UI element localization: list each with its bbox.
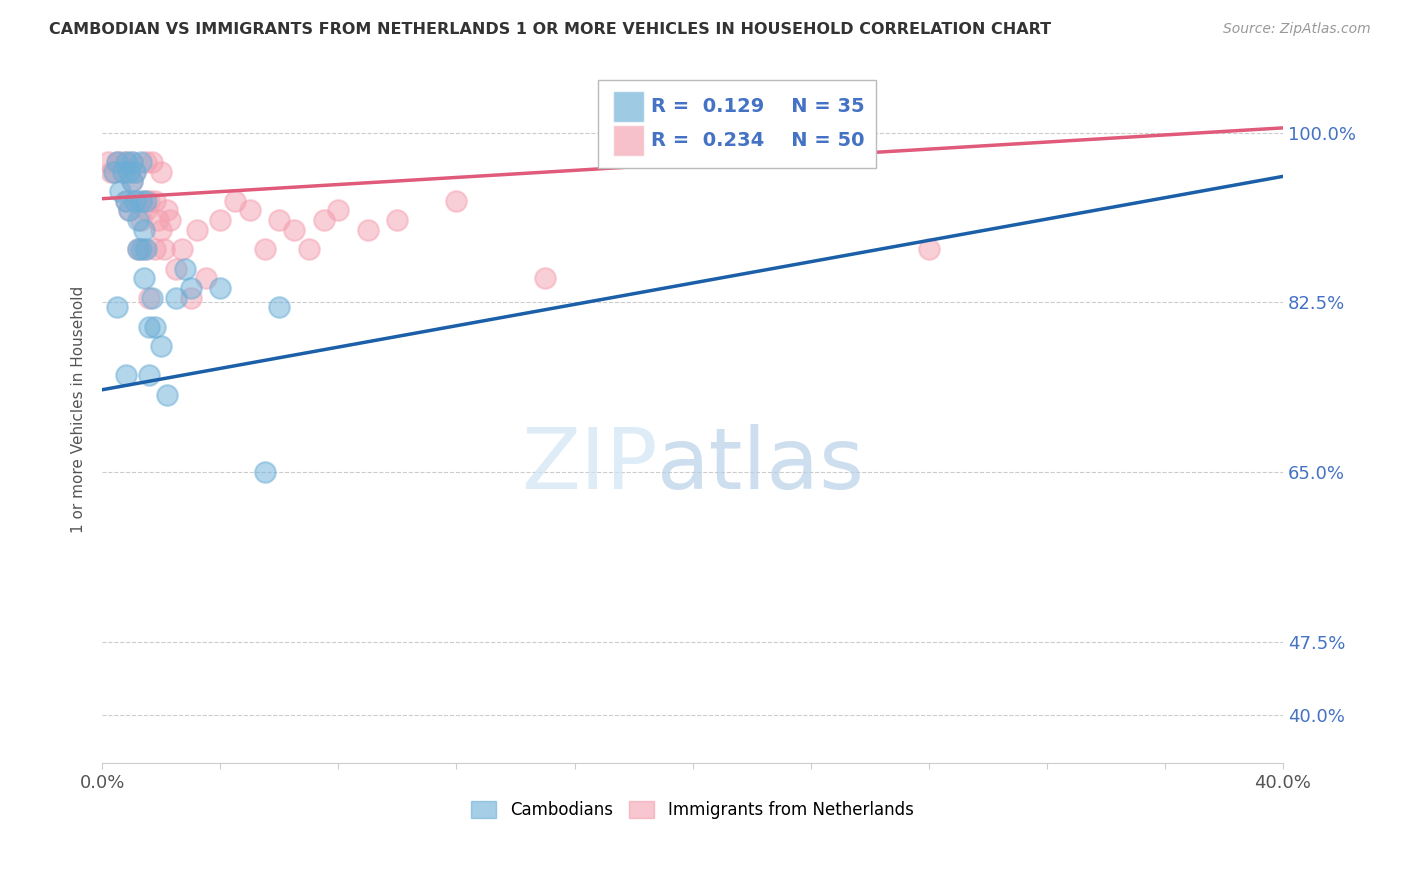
Legend: Cambodians, Immigrants from Netherlands: Cambodians, Immigrants from Netherlands	[465, 794, 921, 826]
Text: R =  0.234    N = 50: R = 0.234 N = 50	[651, 130, 865, 150]
Point	[132, 242, 155, 256]
Point	[209, 281, 232, 295]
Point	[165, 291, 187, 305]
Point	[124, 164, 146, 178]
Point	[312, 213, 335, 227]
Point	[118, 164, 141, 178]
Point	[357, 223, 380, 237]
Point	[114, 154, 136, 169]
Point	[148, 213, 170, 227]
FancyBboxPatch shape	[598, 80, 876, 169]
Point	[269, 301, 291, 315]
Point	[138, 194, 160, 208]
Point	[150, 164, 173, 178]
Point	[298, 242, 321, 256]
Point	[239, 203, 262, 218]
Point	[387, 213, 409, 227]
Point	[103, 164, 125, 178]
Point	[138, 291, 160, 305]
Point	[269, 213, 291, 227]
Point	[194, 271, 217, 285]
Point	[121, 174, 143, 188]
Y-axis label: 1 or more Vehicles in Household: 1 or more Vehicles in Household	[72, 285, 86, 533]
Point	[153, 242, 176, 256]
Point	[173, 261, 195, 276]
Point	[105, 154, 128, 169]
Point	[283, 223, 305, 237]
Point	[103, 164, 125, 178]
Point	[253, 242, 276, 256]
Point	[150, 339, 173, 353]
Point	[114, 194, 136, 208]
Point	[127, 242, 149, 256]
Point	[127, 213, 149, 227]
Point	[108, 184, 131, 198]
Point	[141, 154, 163, 169]
Point	[150, 223, 173, 237]
Point	[121, 154, 143, 169]
Text: atlas: atlas	[657, 425, 865, 508]
Point	[124, 164, 146, 178]
Point	[253, 465, 276, 479]
Point	[180, 291, 202, 305]
Point	[124, 194, 146, 208]
Point	[111, 164, 134, 178]
Point	[328, 203, 350, 218]
Point	[180, 281, 202, 295]
Point	[135, 194, 157, 208]
Point	[132, 223, 155, 237]
Text: R =  0.129    N = 35: R = 0.129 N = 35	[651, 96, 865, 116]
Point	[186, 223, 208, 237]
Point	[118, 203, 141, 218]
Point	[108, 154, 131, 169]
Text: Source: ZipAtlas.com: Source: ZipAtlas.com	[1223, 22, 1371, 37]
Point	[143, 242, 166, 256]
Point	[170, 242, 193, 256]
Point	[159, 213, 181, 227]
Point	[165, 261, 187, 276]
Point	[129, 194, 152, 208]
Point	[156, 387, 179, 401]
Point	[121, 154, 143, 169]
Point	[111, 164, 134, 178]
Point	[127, 242, 149, 256]
Point	[129, 154, 152, 169]
Point	[100, 164, 122, 178]
Point	[118, 203, 141, 218]
Point	[141, 291, 163, 305]
Point	[135, 154, 157, 169]
FancyBboxPatch shape	[613, 91, 644, 121]
Point	[105, 154, 128, 169]
Point	[97, 154, 120, 169]
FancyBboxPatch shape	[613, 125, 644, 156]
Point	[132, 271, 155, 285]
Point	[209, 213, 232, 227]
Point	[138, 319, 160, 334]
Point	[224, 194, 246, 208]
Point	[143, 194, 166, 208]
Point	[114, 154, 136, 169]
Point	[114, 194, 136, 208]
Text: ZIP: ZIP	[520, 425, 657, 508]
Point	[118, 164, 141, 178]
Point	[143, 319, 166, 334]
Point	[446, 194, 468, 208]
Point	[135, 203, 157, 218]
Point	[132, 194, 155, 208]
Point	[135, 242, 157, 256]
Point	[534, 271, 557, 285]
Point	[124, 194, 146, 208]
Point	[114, 368, 136, 383]
Point	[121, 174, 143, 188]
Point	[105, 301, 128, 315]
Text: CAMBODIAN VS IMMIGRANTS FROM NETHERLANDS 1 OR MORE VEHICLES IN HOUSEHOLD CORRELA: CAMBODIAN VS IMMIGRANTS FROM NETHERLANDS…	[49, 22, 1052, 37]
Point	[129, 213, 152, 227]
Point	[156, 203, 179, 218]
Point	[918, 242, 941, 256]
Point	[138, 368, 160, 383]
Point	[129, 242, 152, 256]
